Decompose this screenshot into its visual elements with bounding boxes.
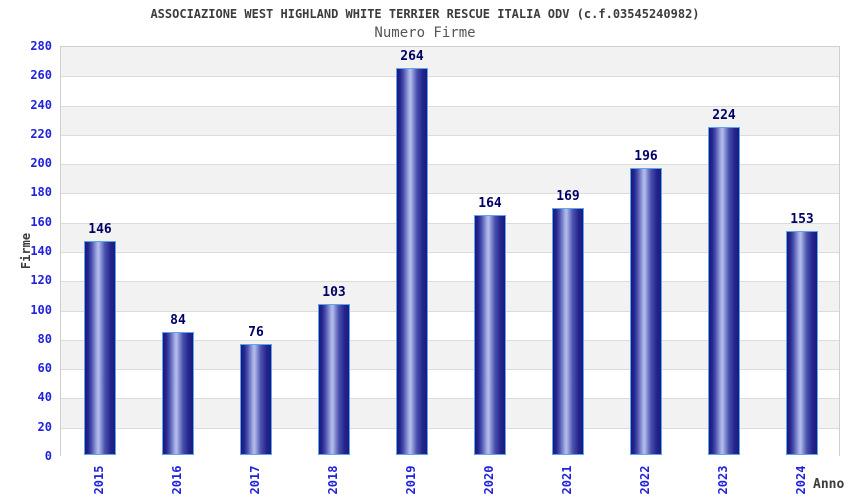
bar-value-label: 146 xyxy=(88,222,112,238)
bar-value-label: 264 xyxy=(400,49,424,65)
x-tick-label: 2024 xyxy=(794,465,808,495)
bar-2024 xyxy=(786,230,818,455)
gridline xyxy=(61,339,839,341)
bar-value-label: 169 xyxy=(556,188,580,204)
x-tick-label: 2022 xyxy=(638,465,652,495)
bar-2018 xyxy=(318,304,350,455)
gridline xyxy=(61,134,839,136)
grid-band xyxy=(61,47,839,77)
bar-value-label: 224 xyxy=(712,108,736,123)
y-tick-label: 20 xyxy=(37,419,52,434)
y-tick-label: 120 xyxy=(30,273,52,288)
bar-2015 xyxy=(84,241,116,455)
gridline xyxy=(61,427,839,429)
bar-2022 xyxy=(630,168,662,455)
chart-subtitle: Numero Firme xyxy=(374,25,476,41)
bar-2020 xyxy=(474,214,506,455)
bar-2021 xyxy=(552,207,584,455)
gridline xyxy=(61,369,839,371)
y-tick-label: 280 xyxy=(30,39,52,53)
x-tick-label: 2019 xyxy=(404,465,418,495)
bar-value-label: 84 xyxy=(170,313,186,328)
plot-area: 146 84 76 103 264 164 169 196 224 153 xyxy=(60,46,840,457)
y-tick-label: 100 xyxy=(30,302,52,317)
gridline xyxy=(61,310,839,312)
y-tick-label: 200 xyxy=(30,156,52,171)
y-tick-label: 80 xyxy=(37,331,52,346)
y-tick-label: 260 xyxy=(30,68,52,83)
gridline xyxy=(61,105,839,107)
bar-2023 xyxy=(708,127,740,455)
y-tick-label: 40 xyxy=(37,390,52,405)
gridline xyxy=(61,164,839,166)
gridline xyxy=(61,398,839,400)
bar-value-label: 196 xyxy=(634,149,658,164)
x-tick-label: 2021 xyxy=(560,465,574,495)
y-tick-label: 140 xyxy=(30,244,52,258)
bar-value-label: 153 xyxy=(790,211,814,227)
x-tick-label: 2015 xyxy=(92,465,106,495)
y-tick-label: 0 xyxy=(44,449,52,463)
y-tick-label: 160 xyxy=(30,214,52,229)
y-axis: 0 20 40 60 80 100 120 140 160 180 200 220 240 260 280 xyxy=(0,39,52,463)
x-tick-label: 2020 xyxy=(482,465,496,495)
gridline xyxy=(61,76,839,78)
y-tick-label: 240 xyxy=(30,97,52,112)
bar-value-label: 103 xyxy=(322,285,346,301)
y-tick-label: 180 xyxy=(30,185,52,200)
chart-title: ASSOCIAZIONE WEST HIGHLAND WHITE TERRIER… xyxy=(150,7,700,21)
x-axis-title: Anno xyxy=(813,477,845,492)
gridline xyxy=(61,252,839,253)
x-tick-label: 2016 xyxy=(170,465,184,495)
bar-value-label: 76 xyxy=(248,324,264,340)
gridline xyxy=(61,222,839,224)
grid-band xyxy=(61,76,839,106)
x-tick-label: 2018 xyxy=(326,465,340,495)
x-tick-label: 2017 xyxy=(248,465,262,495)
y-axis-title: Firme xyxy=(19,232,33,270)
y-tick-label: 60 xyxy=(37,361,52,376)
bar-value-label: 164 xyxy=(478,195,502,211)
bar-2017 xyxy=(240,343,272,455)
bar-2016 xyxy=(162,332,194,455)
gridline xyxy=(61,193,839,195)
gridline xyxy=(61,281,839,283)
y-tick-label: 220 xyxy=(30,126,52,141)
bar-2019 xyxy=(396,68,428,455)
x-tick-label: 2023 xyxy=(716,465,730,495)
x-axis: 2015 2016 2017 2018 2019 2020 2021 2022 2023 2024 xyxy=(60,456,840,500)
